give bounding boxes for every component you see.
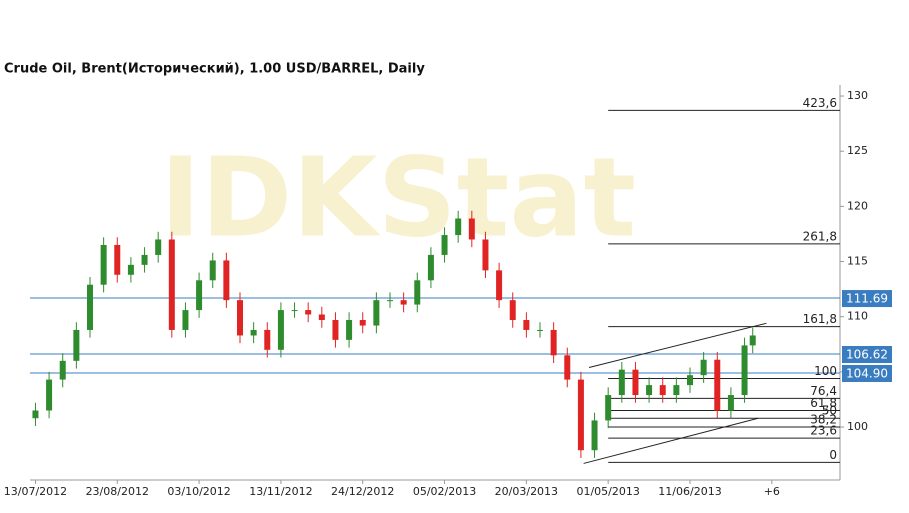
- level-label-box: [842, 364, 892, 382]
- level-label: 106.62: [846, 347, 888, 361]
- candle-body: [332, 320, 339, 340]
- x-tick-label: 23/08/2012: [86, 485, 149, 498]
- fib-label: 38,2: [810, 413, 837, 427]
- candle-body: [577, 379, 584, 451]
- candle-body: [182, 310, 189, 330]
- candle-body: [196, 280, 203, 311]
- fib-label: 161,8: [803, 312, 837, 326]
- candle-body: [741, 345, 748, 396]
- candle-body: [359, 320, 366, 326]
- candle-body: [427, 254, 434, 281]
- x-tick-label: 24/12/2012: [331, 485, 394, 498]
- watermark: IDKStat: [160, 133, 636, 261]
- candle-body: [714, 359, 721, 411]
- candle-body: [564, 355, 571, 380]
- level-label: 104.90: [846, 366, 888, 380]
- candle-body: [59, 360, 66, 380]
- candle-body: [673, 385, 680, 396]
- y-tick-label: 110: [847, 310, 868, 323]
- candle-body: [127, 264, 134, 275]
- candle-body: [414, 280, 421, 305]
- candle-body: [523, 320, 530, 330]
- x-tick-label: 20/03/2013: [495, 485, 558, 498]
- candle-body: [687, 375, 693, 386]
- x-tick-label: 01/05/2013: [576, 485, 639, 498]
- fib-label: 423,6: [803, 96, 837, 110]
- candle-body: [373, 300, 380, 326]
- y-tick-label: 130: [847, 89, 868, 102]
- candle-body: [550, 329, 557, 356]
- candle-body: [605, 395, 612, 421]
- fib-label: 261,8: [803, 229, 837, 243]
- candle-body: [155, 239, 162, 255]
- fib-label: 100: [814, 364, 837, 378]
- candle-body: [482, 239, 489, 271]
- fib-label: 23,6: [810, 424, 837, 438]
- y-tick-label: 100: [847, 420, 868, 433]
- candle-body: [277, 310, 284, 350]
- level-label-box: [842, 290, 892, 308]
- x-tick-label: +6: [764, 485, 780, 498]
- candle-body: [32, 410, 39, 419]
- candle-body: [727, 395, 734, 411]
- candle-body: [87, 284, 93, 330]
- candle-body: [646, 385, 653, 396]
- level-label-box: [842, 345, 892, 363]
- level-label: 111.69: [846, 292, 888, 306]
- x-tick-label: 13/11/2012: [249, 485, 312, 498]
- candle-body: [73, 329, 80, 361]
- candle-body: [114, 244, 121, 275]
- y-tick-label: 120: [847, 199, 868, 212]
- candle-body: [591, 420, 598, 451]
- x-tick-label: 13/07/2012: [4, 485, 67, 498]
- candle-body: [468, 218, 475, 240]
- candle-body: [496, 270, 503, 301]
- candle-body: [509, 300, 516, 321]
- x-tick-label: 03/10/2012: [167, 485, 230, 498]
- fib-label: 50: [822, 404, 837, 418]
- candle-body: [46, 379, 53, 411]
- fib-label: 76,4: [810, 384, 837, 398]
- fib-label: 61,8: [810, 396, 837, 410]
- y-tick-label: 115: [847, 255, 868, 268]
- candle-body: [318, 314, 325, 321]
- fib-label: 0: [829, 448, 837, 462]
- candle-body: [455, 218, 462, 236]
- candle-body: [291, 310, 298, 312]
- candle-body: [400, 300, 407, 305]
- candle-body: [749, 335, 756, 346]
- x-tick-label: 11/06/2013: [658, 485, 721, 498]
- candle-body: [305, 310, 312, 315]
- candle-body: [537, 329, 543, 331]
- candle-body: [618, 369, 625, 396]
- y-tick-label: 125: [847, 144, 868, 157]
- chart-title: Crude Oil, Brent(Исторический), 1.00 USD…: [4, 62, 425, 77]
- trend-line: [588, 322, 767, 368]
- candle-body: [264, 329, 271, 350]
- trend-line: [583, 417, 759, 464]
- candle-body: [223, 260, 230, 301]
- candle-body: [659, 385, 666, 396]
- candle-body: [441, 235, 448, 255]
- candle-body: [209, 260, 216, 281]
- candle-body: [237, 300, 243, 336]
- candle-body: [250, 329, 257, 336]
- candle-body: [632, 369, 639, 396]
- candle-body: [346, 320, 353, 340]
- x-tick-label: 05/02/2013: [413, 485, 476, 498]
- candle-body: [141, 254, 148, 265]
- candle-body: [387, 300, 393, 302]
- candle-body: [168, 239, 175, 330]
- candle-body: [100, 244, 107, 285]
- candle-body: [700, 359, 707, 376]
